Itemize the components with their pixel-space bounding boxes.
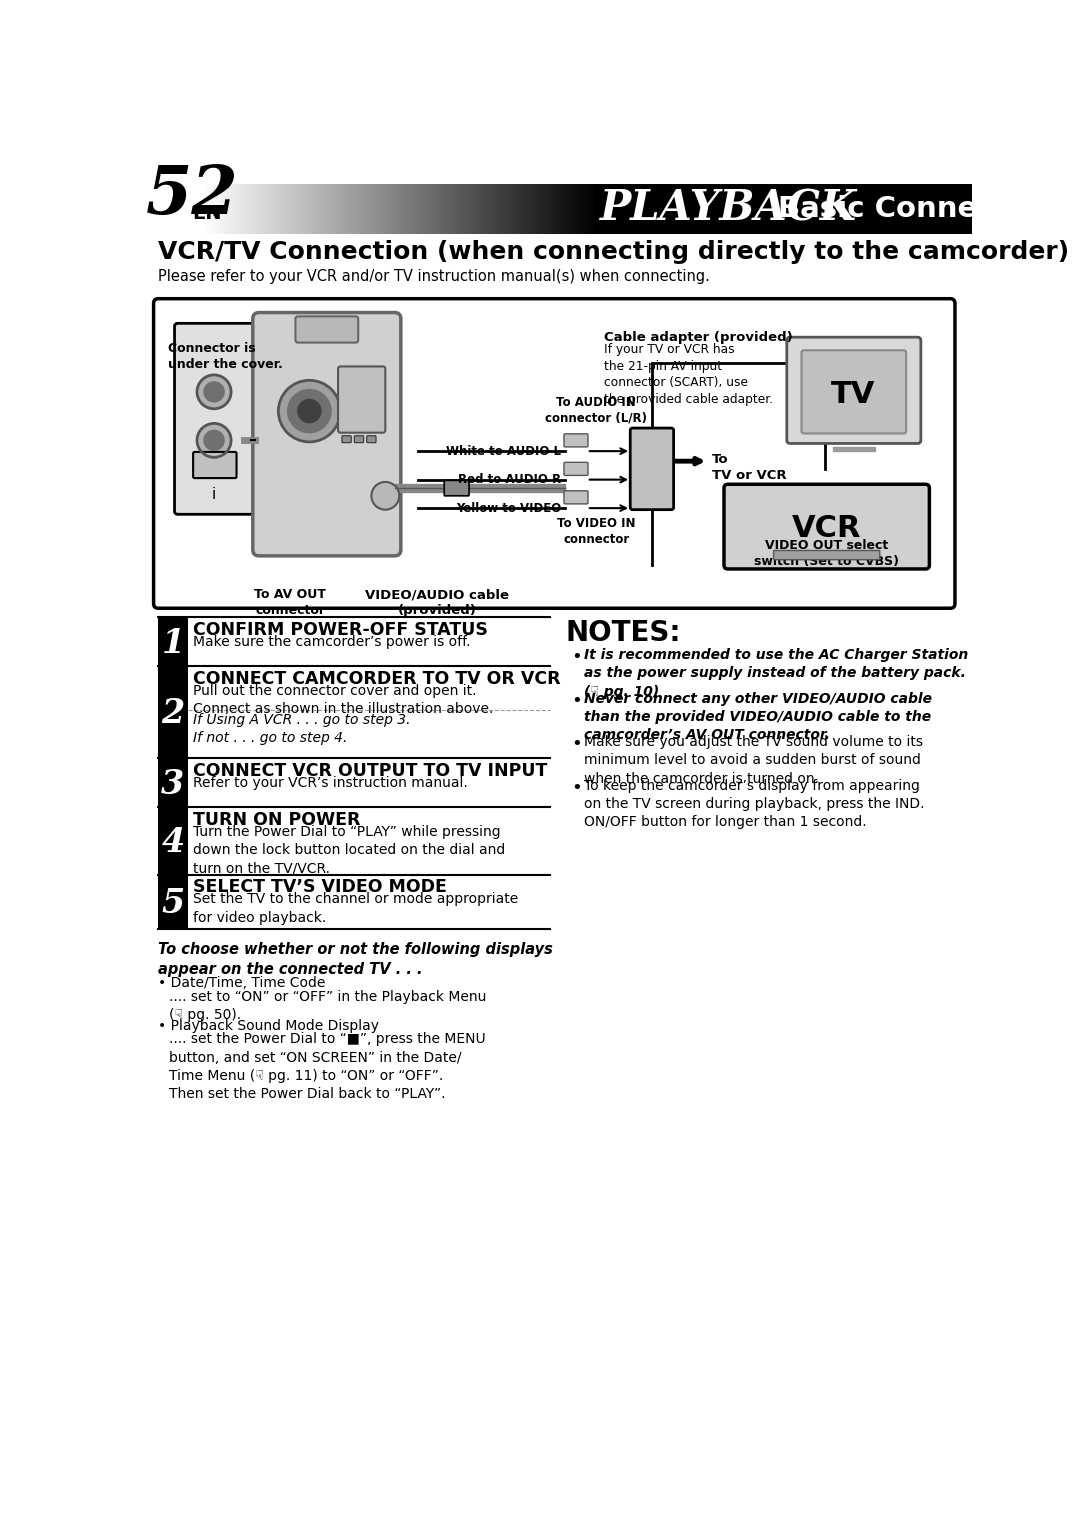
Text: PLAYBACK: PLAYBACK [600,189,858,230]
Text: Yellow to VIDEO: Yellow to VIDEO [456,501,562,515]
FancyBboxPatch shape [773,550,880,560]
Text: To choose whether or not the following displays
appear on the connected TV . . .: To choose whether or not the following d… [159,943,553,977]
Text: It is recommended to use the AC Charger Station
as the power supply instead of t: It is recommended to use the AC Charger … [583,648,968,699]
Circle shape [287,389,332,432]
Text: SELECT TV’S VIDEO MODE: SELECT TV’S VIDEO MODE [193,878,447,897]
Text: Make sure you adjust the TV sound volume to its
minimum level to avoid a sudden : Make sure you adjust the TV sound volume… [583,736,922,785]
Text: Connector is
under the cover.: Connector is under the cover. [168,342,283,371]
Text: VCR: VCR [792,514,861,543]
Text: EN: EN [192,204,221,224]
Text: Turn the Power Dial to “PLAY” while pressing
down the lock button located on the: Turn the Power Dial to “PLAY” while pres… [193,825,505,875]
Bar [159,665,188,759]
Text: .... set the Power Dial to “■”, press the MENU
button, and set “ON SCREEN” in th: .... set the Power Dial to “■”, press th… [170,1033,486,1101]
Text: Never connect any other VIDEO/AUDIO cable
than the provided VIDEO/AUDIO cable to: Never connect any other VIDEO/AUDIO cabl… [583,691,932,742]
Text: Refer to your VCR’s instruction manual.: Refer to your VCR’s instruction manual. [193,776,468,789]
Text: VIDEO/AUDIO cable
(provided): VIDEO/AUDIO cable (provided) [365,589,510,618]
Bar [159,618,188,665]
Text: To keep the camcorder’s display from appearing
on the TV screen during playback,: To keep the camcorder’s display from app… [583,779,924,829]
Text: If Using A VCR . . . go to step 3.
If not . . . go to step 4.: If Using A VCR . . . go to step 3. If no… [193,713,410,745]
FancyBboxPatch shape [367,435,376,443]
Text: Basic Connections: Basic Connections [779,195,1077,222]
FancyBboxPatch shape [631,428,674,509]
FancyBboxPatch shape [354,435,364,443]
Text: VCR/TV Connection (when connecting directly to the camcorder): VCR/TV Connection (when connecting direc… [159,241,1069,264]
Text: Pull out the connector cover and open it.
Connect as shown in the illustration a: Pull out the connector cover and open it… [193,684,494,716]
Text: CONFIRM POWER-OFF STATUS: CONFIRM POWER-OFF STATUS [193,621,488,639]
Text: To AUDIO IN
connector (L/R): To AUDIO IN connector (L/R) [545,396,647,425]
Text: Cable adapter (provided): Cable adapter (provided) [604,331,793,343]
Circle shape [204,431,225,451]
FancyBboxPatch shape [342,435,351,443]
Text: .... set to “ON” or “OFF” in the Playback Menu
(☟ pg. 50).: .... set to “ON” or “OFF” in the Playbac… [170,990,486,1023]
Text: • Playback Sound Mode Display: • Playback Sound Mode Display [159,1018,379,1033]
Circle shape [298,400,321,423]
FancyBboxPatch shape [564,491,588,504]
Text: i: i [212,487,216,501]
Text: White to AUDIO L: White to AUDIO L [446,445,562,458]
FancyBboxPatch shape [253,313,401,556]
Text: Red to AUDIO R: Red to AUDIO R [458,474,562,486]
Text: To AV OUT
connector: To AV OUT connector [254,589,326,618]
FancyBboxPatch shape [193,452,237,478]
Text: 3: 3 [161,768,185,800]
Text: 5: 5 [161,886,185,920]
Text: To VIDEO IN
connector: To VIDEO IN connector [557,517,635,546]
Text: Make sure the camcorder’s power is off.: Make sure the camcorder’s power is off. [193,635,471,648]
FancyBboxPatch shape [153,299,955,609]
Text: •: • [571,779,582,797]
FancyBboxPatch shape [564,434,588,448]
Text: 2: 2 [161,698,185,730]
Circle shape [372,481,400,509]
Text: VIDEO OUT select
switch (Set to CVBS): VIDEO OUT select switch (Set to CVBS) [754,540,899,569]
Circle shape [204,382,225,402]
FancyBboxPatch shape [175,323,255,514]
Text: Set the TV to the channel or mode appropriate
for video playback.: Set the TV to the channel or mode approp… [193,892,518,924]
Circle shape [197,423,231,457]
FancyBboxPatch shape [786,337,921,443]
FancyBboxPatch shape [724,484,930,569]
Text: To
TV or VCR: To TV or VCR [713,454,787,483]
Text: • Date/Time, Time Code: • Date/Time, Time Code [159,977,326,990]
Bar [159,806,188,875]
Circle shape [197,376,231,409]
Text: CONNECT CAMCORDER TO TV OR VCR: CONNECT CAMCORDER TO TV OR VCR [193,670,561,688]
FancyBboxPatch shape [296,316,359,342]
Text: Please refer to your VCR and/or TV instruction manual(s) when connecting.: Please refer to your VCR and/or TV instr… [159,270,711,285]
FancyBboxPatch shape [338,366,386,432]
FancyBboxPatch shape [564,463,588,475]
Text: •: • [571,736,582,753]
Circle shape [279,380,340,442]
Text: •: • [571,691,582,710]
Bar [159,759,188,806]
Text: 1: 1 [161,627,185,659]
Text: •: • [571,648,582,667]
Text: 52: 52 [146,162,239,228]
FancyBboxPatch shape [801,350,906,434]
Text: TV: TV [832,380,876,409]
Text: NOTES:: NOTES: [565,619,680,647]
Text: TURN ON POWER: TURN ON POWER [193,811,361,829]
FancyBboxPatch shape [444,480,469,495]
Text: 4: 4 [161,826,185,858]
Text: If your TV or VCR has
the 21-pin AV input
connector (SCART), use
the provided ca: If your TV or VCR has the 21-pin AV inpu… [604,343,773,406]
Text: CONNECT VCR OUTPUT TO TV INPUT: CONNECT VCR OUTPUT TO TV INPUT [193,762,548,780]
Bar [159,875,188,929]
